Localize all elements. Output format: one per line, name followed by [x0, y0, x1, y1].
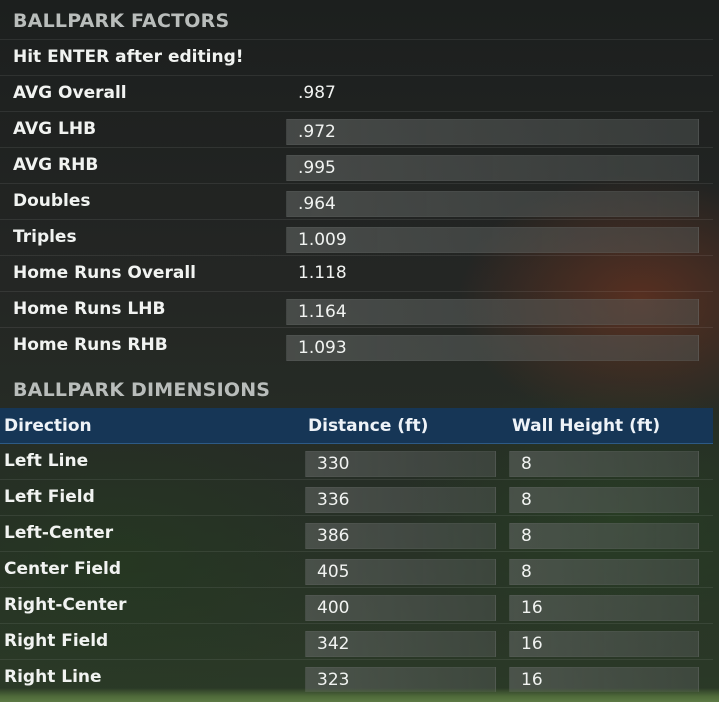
direction-label: Center Field	[4, 559, 122, 579]
factor-row-hr-overall: Home Runs Overall 1.118	[0, 256, 713, 292]
factor-label: AVG LHB	[13, 119, 97, 139]
left-field-distance-input[interactable]	[305, 487, 496, 513]
left-line-distance-input[interactable]	[305, 451, 496, 477]
dimension-row-right-line: Right Line	[0, 660, 713, 692]
edit-note-row: Hit ENTER after editing!	[0, 40, 713, 76]
direction-label: Left Field	[4, 487, 95, 507]
dimension-row-right-field: Right Field	[0, 624, 713, 660]
factor-row-doubles: Doubles	[0, 184, 713, 220]
dimension-row-left-line: Left Line	[0, 444, 713, 480]
wall-height-column-header: Wall Height (ft)	[512, 416, 661, 436]
factor-label: Home Runs RHB	[13, 335, 168, 355]
hr-rhb-input[interactable]	[286, 335, 699, 361]
doubles-input[interactable]	[286, 191, 699, 217]
factor-row-triples: Triples	[0, 220, 713, 256]
avg-rhb-input[interactable]	[286, 155, 699, 181]
right-center-wall-height-input[interactable]	[509, 595, 699, 621]
factor-row-hr-rhb: Home Runs RHB	[0, 328, 713, 364]
factor-row-avg-rhb: AVG RHB	[0, 148, 713, 184]
direction-label: Right Field	[4, 631, 109, 651]
right-center-distance-input[interactable]	[305, 595, 496, 621]
distance-column-header: Distance (ft)	[308, 416, 429, 436]
turf-strip	[0, 688, 719, 702]
dimension-row-left-field: Left Field	[0, 480, 713, 516]
direction-label: Left-Center	[4, 523, 114, 543]
factors-section-title: BALLPARK FACTORS	[13, 10, 230, 32]
factor-value-hr-overall: 1.118	[298, 263, 347, 283]
direction-column-header: Direction	[4, 416, 92, 436]
right-field-wall-height-input[interactable]	[509, 631, 699, 657]
divider	[0, 39, 713, 40]
factor-label: Triples	[13, 227, 77, 247]
edit-note: Hit ENTER after editing!	[13, 47, 244, 67]
left-line-wall-height-input[interactable]	[509, 451, 699, 477]
factor-label: Doubles	[13, 191, 91, 211]
left-center-distance-input[interactable]	[305, 523, 496, 549]
factor-row-hr-lhb: Home Runs LHB	[0, 292, 713, 328]
right-line-wall-height-input[interactable]	[509, 667, 699, 692]
hr-lhb-input[interactable]	[286, 299, 699, 325]
dimension-row-center-field: Center Field	[0, 552, 713, 588]
factor-label: Home Runs LHB	[13, 299, 166, 319]
direction-label: Left Line	[4, 451, 89, 471]
left-center-wall-height-input[interactable]	[509, 523, 699, 549]
factor-label: AVG RHB	[13, 155, 99, 175]
left-field-wall-height-input[interactable]	[509, 487, 699, 513]
direction-label: Right Line	[4, 667, 102, 687]
center-field-distance-input[interactable]	[305, 559, 496, 585]
factor-row-avg-lhb: AVG LHB	[0, 112, 713, 148]
factor-value-avg-overall: .987	[298, 83, 336, 103]
ballpark-panel: BALLPARK FACTORS Hit ENTER after editing…	[0, 10, 713, 692]
right-line-distance-input[interactable]	[305, 667, 496, 692]
center-field-wall-height-input[interactable]	[509, 559, 699, 585]
dimensions-table-header: Direction Distance (ft) Wall Height (ft)	[0, 408, 713, 444]
dimensions-section-title: BALLPARK DIMENSIONS	[13, 379, 271, 401]
factor-label: Home Runs Overall	[13, 263, 196, 283]
right-field-distance-input[interactable]	[305, 631, 496, 657]
avg-lhb-input[interactable]	[286, 119, 699, 145]
dimension-row-left-center: Left-Center	[0, 516, 713, 552]
factor-row-avg-overall: AVG Overall .987	[0, 76, 713, 112]
triples-input[interactable]	[286, 227, 699, 253]
dimension-row-right-center: Right-Center	[0, 588, 713, 624]
factor-label: AVG Overall	[13, 83, 127, 103]
direction-label: Right-Center	[4, 595, 127, 615]
